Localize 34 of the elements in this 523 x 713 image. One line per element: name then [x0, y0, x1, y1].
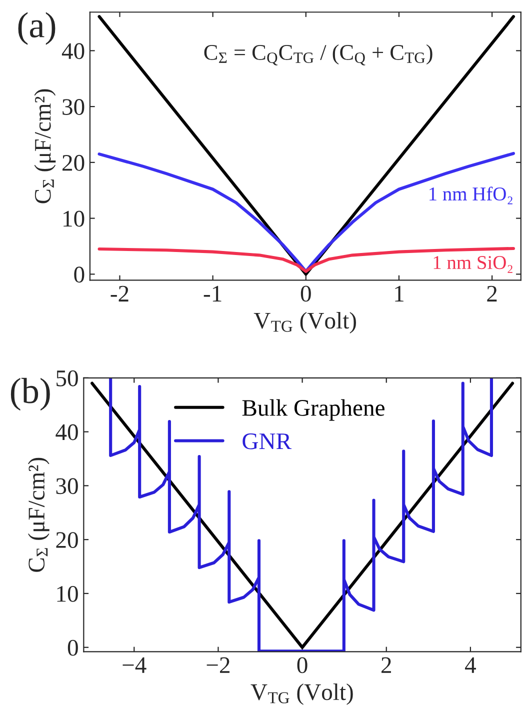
- x-axis-title: V$_{TG}$ (Volt): [250, 684, 353, 705]
- chart-title: (b): [10, 378, 50, 411]
- y-tick-label: 10: [64, 210, 84, 227]
- x-tick-label: 4: [465, 657, 476, 673]
- y-tick-label: 40: [62, 43, 84, 60]
- x-tick-label: 2: [487, 286, 497, 302]
- series-label: 1 nm HfO₂: [430, 186, 512, 204]
- y-tick-label: 10: [57, 586, 78, 602]
- series-label: 1 nm SiO₂: [434, 256, 512, 273]
- y-tick-label: 20: [56, 532, 78, 548]
- y-tick-label: 0: [74, 266, 84, 283]
- x-tick-label: 1: [395, 286, 404, 302]
- y-tick-label: 30: [62, 99, 84, 115]
- y-axis-title: C$_{Σ}$ (μF/cm²): [34, 89, 56, 204]
- x-tick-label: 2: [382, 657, 391, 673]
- line-series: [98, 246, 515, 273]
- x-tick-label: −2: [206, 657, 230, 673]
- x-tick-label: 0: [297, 657, 308, 674]
- y-tick-label: 0: [68, 640, 78, 656]
- legend-label: Bulk Graphene: [242, 399, 384, 421]
- y-tick-label: 50: [56, 370, 78, 386]
- y-tick-label: 30: [56, 478, 78, 494]
- y-tick-label: 40: [56, 424, 78, 440]
- x-tick-label: −4: [122, 657, 146, 673]
- line-series: [98, 152, 515, 273]
- legend-label: GNR: [242, 433, 292, 450]
- chart-title: (a): [18, 12, 56, 45]
- x-tick-label: 0: [300, 286, 311, 302]
- x-tick-label: -2: [110, 286, 128, 302]
- y-tick-label: 20: [62, 154, 84, 171]
- x-axis-title: V$_{TG}$ (Volt): [254, 312, 356, 334]
- x-tick-label: -1: [204, 286, 222, 302]
- text: C$_{Σ}$ = C$_{Q}$C$_{TG}$ / (C$_{Q}$ + C$_{TG}$): [204, 44, 432, 66]
- y-axis-title: C$_{Σ}$ (μF/cm²): [28, 458, 50, 572]
